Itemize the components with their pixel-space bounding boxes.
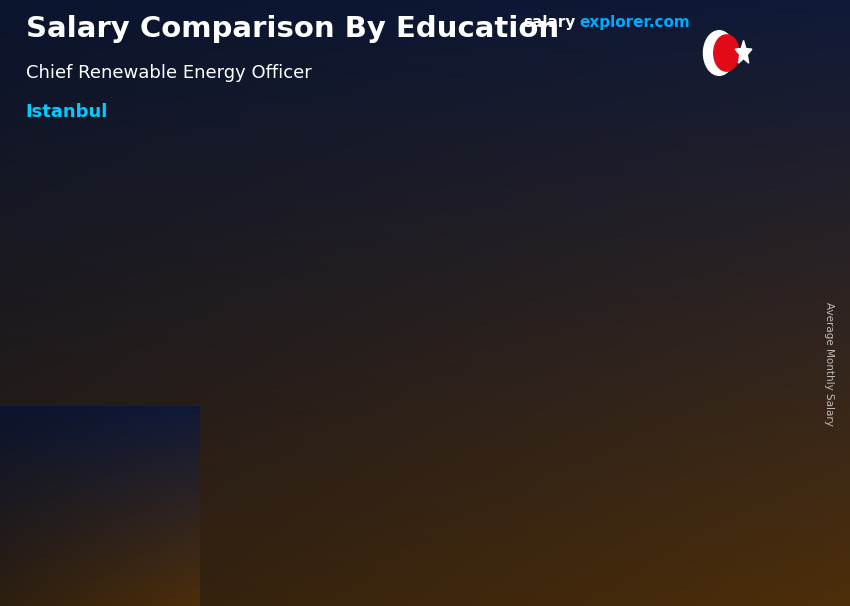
Text: 21,300 TRY: 21,300 TRY xyxy=(657,320,723,333)
Bar xyxy=(506,358,513,521)
Text: explorer.com: explorer.com xyxy=(580,15,690,30)
Bar xyxy=(513,358,586,521)
Bar xyxy=(89,444,162,445)
Bar xyxy=(230,431,303,521)
Text: 10,400 TRY: 10,400 TRY xyxy=(234,414,300,427)
Bar xyxy=(513,358,586,361)
Bar xyxy=(365,410,371,521)
Text: Salary Comparison By Education: Salary Comparison By Education xyxy=(26,15,558,43)
Bar xyxy=(82,444,89,521)
Polygon shape xyxy=(735,41,752,63)
Text: 8,960 TRY: 8,960 TRY xyxy=(96,427,156,439)
Text: +13%: +13% xyxy=(567,287,631,305)
Text: Chief Renewable Energy Officer: Chief Renewable Energy Officer xyxy=(26,64,311,82)
Bar xyxy=(223,431,230,521)
Bar xyxy=(654,338,727,521)
Circle shape xyxy=(704,31,734,75)
Text: salary: salary xyxy=(523,15,575,30)
Bar xyxy=(89,444,162,521)
Bar xyxy=(371,410,445,412)
Text: +16%: +16% xyxy=(144,371,207,390)
Bar xyxy=(230,431,303,433)
Text: Istanbul: Istanbul xyxy=(26,103,108,121)
Bar xyxy=(371,410,445,521)
Text: Average Monthly Salary: Average Monthly Salary xyxy=(824,302,834,425)
Circle shape xyxy=(714,35,740,71)
Bar xyxy=(654,338,727,341)
Bar xyxy=(647,338,654,521)
Text: +24%: +24% xyxy=(285,338,348,357)
Text: 18,900 TRY: 18,900 TRY xyxy=(516,341,582,354)
Text: +47%: +47% xyxy=(426,293,490,312)
Text: 12,900 TRY: 12,900 TRY xyxy=(375,392,441,405)
